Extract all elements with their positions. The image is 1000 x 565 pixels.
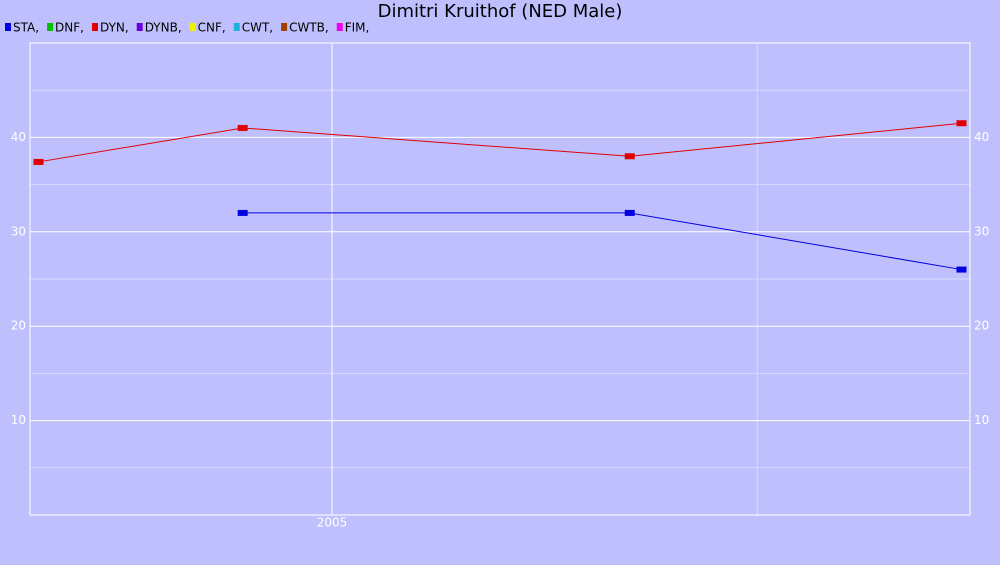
- y2-tick-label: 20: [974, 319, 989, 333]
- point: [237, 124, 248, 131]
- point: [624, 209, 635, 216]
- legend-swatch: [281, 23, 288, 31]
- legend-swatch: [336, 23, 343, 31]
- point: [237, 209, 248, 216]
- legend-swatch: [136, 23, 143, 31]
- point: [33, 158, 44, 165]
- point: [956, 120, 967, 127]
- legend-label: FIM,: [345, 21, 370, 35]
- point: [624, 153, 635, 160]
- y2-tick-label: 10: [974, 413, 989, 427]
- legend-swatch: [47, 23, 54, 31]
- y-tick-label: 10: [11, 413, 26, 427]
- series-line: [38, 122, 962, 163]
- legend-label: CNF,: [198, 21, 226, 35]
- y2-tick-label: 40: [974, 130, 989, 144]
- legend-label: CWTB,: [289, 21, 329, 35]
- y2-tick-label: 30: [974, 224, 989, 238]
- legend-label: DYN,: [100, 21, 129, 35]
- legend-label: STA,: [13, 21, 39, 35]
- y-tick-label: 20: [11, 319, 26, 333]
- legend-label: CWT,: [242, 21, 273, 35]
- legend-swatch: [233, 23, 240, 31]
- point: [956, 266, 967, 273]
- legend-swatch: [91, 23, 98, 31]
- y-tick-label: 30: [11, 224, 26, 238]
- legend-swatch: [5, 23, 11, 31]
- y-tick-label: 40: [11, 130, 26, 144]
- legend-swatch: [189, 23, 196, 31]
- legend-label: DYNB,: [145, 21, 182, 35]
- plot-border: [29, 42, 971, 516]
- x-tick-label: 2005: [317, 516, 348, 530]
- legend-label: DNF,: [55, 21, 84, 35]
- chart-title: Dimitri Kruithof (NED Male): [378, 1, 623, 22]
